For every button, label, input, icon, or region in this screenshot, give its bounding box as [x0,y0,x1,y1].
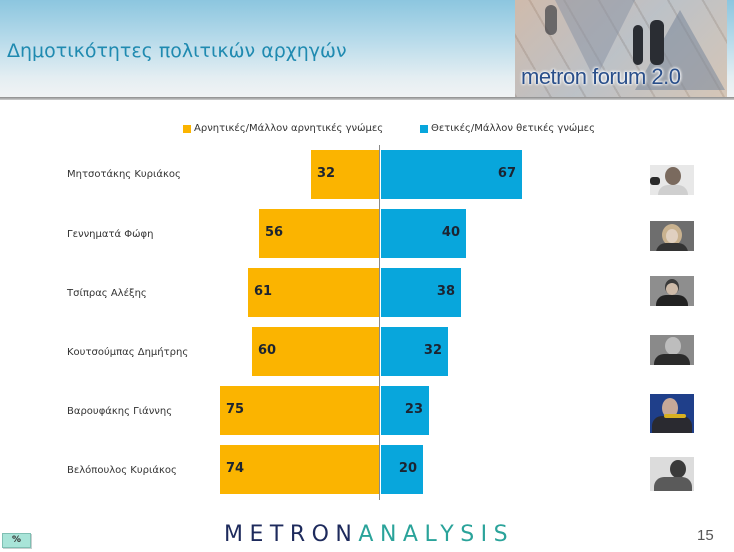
photo-body [656,295,688,306]
bar-negative: 74 [220,445,379,494]
bar-value: 23 [404,402,423,417]
bar-negative: 32 [311,150,379,199]
photo-face [666,283,678,295]
leader-photo [650,457,694,491]
bar-value: 32 [317,166,336,181]
leader-photo [650,394,694,433]
bar-negative: 56 [259,209,379,258]
page-title: Δημοτικότητες πολιτικών αρχηγών [7,40,347,62]
legend-swatch-positive [420,124,428,133]
bar-value: 38 [436,284,455,299]
banner-facet [555,0,635,80]
banner-label: metron forum 2.0 [521,64,681,89]
photo-head [665,167,681,185]
bar-positive: 32 [381,327,448,376]
bar-value: 20 [398,461,417,476]
bar-positive: 38 [381,268,461,317]
photo-head [665,337,681,355]
bar-negative: 75 [220,386,379,435]
leader-name: Βελόπουλος Κυριάκος [67,465,177,476]
leader-name: Γεννηματά Φώφη [67,229,154,240]
bar-value: 75 [226,402,245,417]
photo-body [654,354,690,365]
leader-name: Κουτσούμπας Δημήτρης [67,347,189,358]
legend-label-positive: Θετικές/Μάλλον θετικές γνώμες [431,123,595,134]
legend-negative: Αρνητικές/Μάλλον αρνητικές γνώμες [183,123,383,134]
photo-detail [664,414,686,418]
bar-value: 67 [497,166,516,181]
metron-analysis-logo: METRONANALYSIS [224,522,514,547]
logo-part-metron: METRON [224,522,359,547]
chart-center-axis [379,145,380,500]
photo-body [654,477,692,491]
bar-positive: 40 [381,209,466,258]
photo-body [658,185,688,195]
banner-person [650,20,664,65]
photo-head [662,398,678,418]
photo-body [656,243,688,251]
bar-value: 60 [258,343,277,358]
header-divider [0,97,734,100]
legend-label-negative: Αρνητικές/Μάλλον αρνητικές γνώμες [194,123,384,134]
unit-badge: % [2,533,31,548]
leader-name: Μητσοτάκης Κυριάκος [67,169,181,180]
leader-photo [650,221,694,251]
leader-name: Βαρουφάκης Γιάννης [67,406,173,417]
leader-photo [650,165,694,195]
banner-person [545,5,557,35]
logo-part-analysis: ANALYSIS [358,522,515,547]
legend-positive: Θετικές/Μάλλον θετικές γνώμες [420,123,595,134]
photo-detail [650,177,660,185]
photo-head [670,460,686,478]
bar-value: 40 [441,225,460,240]
photo-face [666,229,678,243]
legend-swatch-negative [183,124,191,133]
bar-negative: 60 [252,327,379,376]
bar-value: 74 [226,461,245,476]
leader-photo [650,276,694,306]
leader-name: Τσίπρας Αλέξης [67,288,147,299]
bar-negative: 61 [248,268,379,317]
metron-forum-banner-image: metron forum 2.0 [515,0,727,97]
banner-person [633,25,643,65]
bar-value: 32 [423,343,442,358]
leader-photo [650,335,694,365]
bar-value: 56 [265,225,284,240]
bar-positive: 20 [381,445,423,494]
bar-value: 61 [254,284,273,299]
photo-body [652,416,692,433]
bar-positive: 67 [381,150,522,199]
bar-positive: 23 [381,386,429,435]
page-number: 15 [697,527,714,544]
